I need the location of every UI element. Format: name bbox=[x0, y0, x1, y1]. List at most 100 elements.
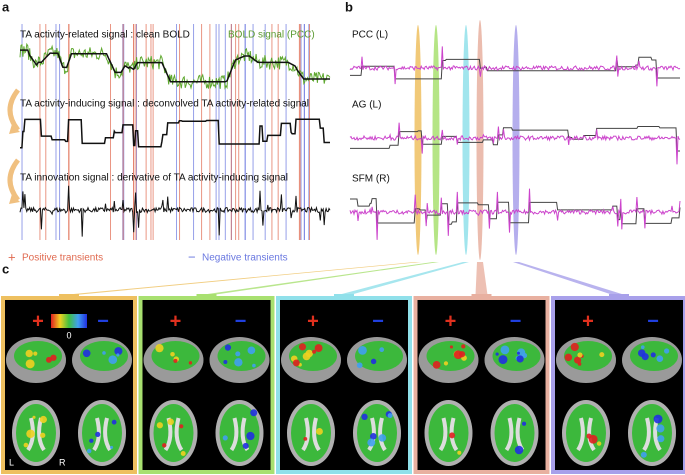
colorbar-label: 0 bbox=[66, 330, 71, 340]
activation-blob bbox=[222, 435, 228, 441]
activation-blob bbox=[170, 351, 175, 357]
sagittal-brain bbox=[217, 341, 266, 371]
fan bbox=[338, 262, 469, 295]
activation-blob bbox=[25, 359, 35, 369]
transient-highlight bbox=[462, 25, 470, 255]
innovation-trace bbox=[19, 185, 331, 237]
activation-blob bbox=[657, 435, 665, 443]
fan bbox=[513, 262, 625, 295]
transient-highlight bbox=[512, 25, 520, 255]
axial-brain bbox=[16, 404, 56, 462]
legend-symbol: − bbox=[188, 249, 196, 264]
fan bbox=[200, 262, 439, 295]
activation-blob bbox=[367, 438, 376, 447]
panel-label: a bbox=[2, 0, 10, 14]
sign-negative: − bbox=[97, 310, 109, 332]
signal-label: TA activity-inducing signal : deconvolve… bbox=[20, 99, 309, 110]
transient-highlight bbox=[414, 25, 422, 255]
sagittal-brain bbox=[492, 341, 541, 371]
sign-positive: + bbox=[445, 310, 457, 332]
activation-blob bbox=[111, 419, 117, 425]
activation-blob bbox=[26, 429, 35, 439]
activation-blob bbox=[449, 345, 453, 349]
legend-label: Negative transients bbox=[202, 253, 288, 264]
activation-blob bbox=[521, 421, 527, 426]
activation-blob bbox=[356, 362, 363, 369]
activation-blob bbox=[316, 428, 323, 435]
activation-blob bbox=[188, 361, 193, 365]
activation-blob bbox=[110, 445, 114, 449]
signal-label: TA activity-related signal : clean BOLD bbox=[20, 30, 190, 41]
arrow-head bbox=[9, 194, 20, 204]
sagittal-brain bbox=[289, 341, 337, 371]
axial-brain bbox=[494, 404, 535, 462]
activation-blob bbox=[514, 445, 524, 455]
arrow-head bbox=[9, 124, 20, 134]
fan bbox=[475, 262, 488, 295]
region-label: SFM (R) bbox=[352, 174, 390, 185]
activation-blob bbox=[432, 361, 441, 369]
activation-blob bbox=[599, 352, 605, 358]
activation-blob bbox=[179, 424, 184, 429]
activation-blob bbox=[114, 347, 123, 356]
axial-brain bbox=[153, 404, 194, 462]
activation-blob bbox=[292, 359, 300, 367]
activation-blob bbox=[387, 413, 393, 419]
sign-negative: − bbox=[372, 310, 384, 332]
activation-blob bbox=[234, 358, 243, 367]
activation-blob bbox=[570, 342, 579, 352]
fan bbox=[63, 262, 421, 295]
activation-blob bbox=[653, 414, 663, 424]
activation-blob bbox=[303, 436, 308, 441]
transient-highlight bbox=[432, 25, 440, 255]
transient-highlight bbox=[476, 20, 484, 260]
clean-trace bbox=[20, 49, 330, 83]
activation-blob bbox=[116, 353, 120, 357]
activation-blob bbox=[82, 349, 91, 358]
activation-blob bbox=[173, 358, 178, 363]
bold-trace bbox=[19, 42, 331, 90]
activation-blob bbox=[23, 442, 29, 448]
activation-blob bbox=[162, 443, 167, 448]
activation-blob bbox=[39, 415, 47, 424]
innovation-trace bbox=[349, 46, 681, 87]
activation-blob bbox=[516, 355, 524, 363]
activation-blob bbox=[650, 352, 656, 358]
sign-positive: + bbox=[170, 310, 182, 332]
activation-blob bbox=[180, 451, 186, 456]
orientation-left: L bbox=[9, 457, 14, 467]
arrow bbox=[7, 158, 21, 202]
activity-trace bbox=[350, 198, 681, 225]
background-layer bbox=[19, 20, 520, 260]
activation-blob bbox=[298, 343, 307, 351]
legend-entry: BOLD signal (PCC) bbox=[228, 30, 315, 41]
activation-blob bbox=[498, 355, 508, 365]
activation-blob bbox=[33, 351, 38, 356]
axial-brain bbox=[82, 404, 122, 462]
sign-positive: + bbox=[32, 310, 44, 332]
activation-blob bbox=[40, 432, 46, 438]
activation-blob bbox=[247, 346, 256, 355]
activation-blob bbox=[246, 431, 255, 441]
activation-blob bbox=[378, 434, 387, 442]
activation-blob bbox=[663, 348, 670, 354]
activation-blob bbox=[235, 351, 241, 357]
activation-blob bbox=[224, 344, 232, 351]
activity-trace bbox=[350, 126, 680, 152]
panel-label: b bbox=[345, 0, 353, 14]
axial-brain bbox=[566, 404, 606, 462]
activation-blob bbox=[156, 422, 163, 429]
axial-brain bbox=[219, 404, 260, 462]
activation-blob bbox=[314, 344, 323, 352]
sign-negative: − bbox=[510, 310, 522, 332]
sign-negative: − bbox=[647, 310, 659, 332]
activation-blob bbox=[369, 432, 377, 440]
activation-blob bbox=[574, 356, 582, 364]
activation-blob bbox=[461, 344, 466, 349]
orientation-right: R bbox=[59, 457, 66, 467]
activation-blob bbox=[495, 352, 499, 356]
activation-blob bbox=[457, 450, 462, 455]
axial-brain bbox=[632, 404, 672, 462]
activation-blob bbox=[564, 353, 573, 362]
